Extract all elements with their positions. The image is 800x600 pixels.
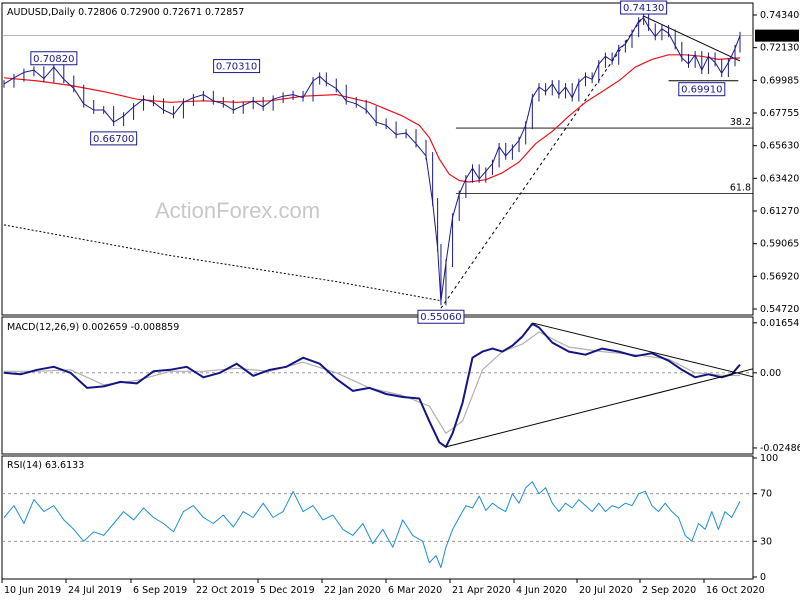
price-y-tick-label: 0.63420	[760, 173, 799, 184]
sma200-line	[3, 224, 441, 302]
sma55-line	[3, 54, 741, 183]
x-tick-label: 5 Dec 2019	[260, 585, 315, 596]
price-annotation-label: 0.66700	[93, 134, 134, 145]
price-y-tick-label: 0.56920	[760, 271, 799, 282]
x-tick-label: 24 Jul 2019	[68, 585, 122, 596]
price-y-tick-label: 0.69985	[760, 75, 799, 86]
macd-y-tick-label: 0.01654	[760, 318, 799, 329]
x-tick-label: 16 Oct 2020	[706, 585, 765, 596]
rsi-y-tick-label: 30	[760, 536, 772, 547]
macd-trendline-upper	[532, 322, 754, 378]
fib-level-label: 61.8	[730, 183, 751, 194]
price-annotation-box	[30, 51, 78, 66]
price-y-tick-label: 0.54720	[760, 304, 799, 315]
price-annotation-label: 0.70820	[33, 54, 74, 65]
macd-line	[3, 322, 741, 448]
rsi-series-group	[2, 481, 753, 568]
macd-y-tick-label: -0.02486	[760, 443, 800, 454]
x-tick-label: 6 Mar 2020	[388, 585, 442, 596]
price-pane-title: AUDUSD,Daily 0.72806 0.72900 0.72671 0.7…	[7, 7, 244, 18]
price-pane-frame	[1, 2, 754, 316]
rsi-y-tick-label: 70	[760, 489, 772, 500]
macd-series-group	[2, 322, 754, 448]
price-y-tick-label: 0.65630	[760, 141, 799, 152]
x-tick-label: 20 Jul 2020	[579, 585, 633, 596]
x-tick-label: 10 Jun 2019	[4, 585, 61, 596]
macd-pane-frame	[1, 316, 754, 455]
price-close-line	[3, 17, 741, 302]
price-y-tick-label: 0.67755	[760, 108, 799, 119]
price-annotation-label: 0.55060	[420, 312, 461, 323]
x-tick-label: 6 Sep 2019	[133, 585, 187, 596]
fib-level-label: 38.2	[730, 117, 751, 128]
trendline-up	[440, 15, 645, 309]
macd-y-tick-label: 0.00	[760, 368, 781, 379]
rsi-line	[3, 481, 741, 568]
price-annotation-box	[620, 0, 668, 15]
price-y-tick-label: 0.72130	[760, 43, 799, 54]
rsi-pane-frame	[1, 455, 754, 580]
rsi-y-tick-label: 100	[760, 453, 778, 464]
watermark: ActionForex.com	[155, 198, 320, 223]
macd-pane-title: MACD(12,26,9) 0.002659 -0.008859	[7, 322, 179, 333]
current-price-tag	[755, 29, 799, 42]
price-y-tick-label: 0.59065	[760, 239, 799, 250]
axes-group: 0.74340 0.72130 0.69985 0.67755 0.65630 0.634…	[1, 10, 800, 596]
rsi-y-tick-label: 0	[760, 572, 766, 583]
x-tick-label: 4 Jun 2020	[516, 585, 567, 596]
price-annotation-label: 0.69910	[681, 85, 722, 96]
rsi-pane-title: RSI(14) 63.6133	[7, 460, 84, 471]
macd-trendline-lower	[445, 368, 754, 448]
x-tick-label: 21 Apr 2020	[452, 585, 511, 596]
price-y-tick-label: 0.61270	[760, 206, 799, 217]
price-annotation-box	[678, 82, 726, 97]
x-tick-label: 22 Oct 2019	[196, 585, 255, 596]
x-tick-label: 22 Jan 2020	[324, 585, 381, 596]
trendline-down	[643, 15, 741, 62]
price-annotation-box	[213, 59, 261, 74]
price-annotation-box	[90, 131, 138, 146]
price-annotation-box	[417, 309, 465, 324]
price-y-tick-label: 0.74340	[760, 10, 799, 21]
price-annotation-label: 0.70310	[216, 62, 257, 73]
price-series-group: 38.2 61.8 0.70820 0.66700 0.70310 0.55060 0.74…	[2, 0, 753, 324]
price-annotation-label: 0.74130	[623, 3, 664, 14]
x-tick-label: 2 Sep 2020	[642, 585, 696, 596]
current-price-tag-label: 0.72857	[758, 32, 797, 43]
